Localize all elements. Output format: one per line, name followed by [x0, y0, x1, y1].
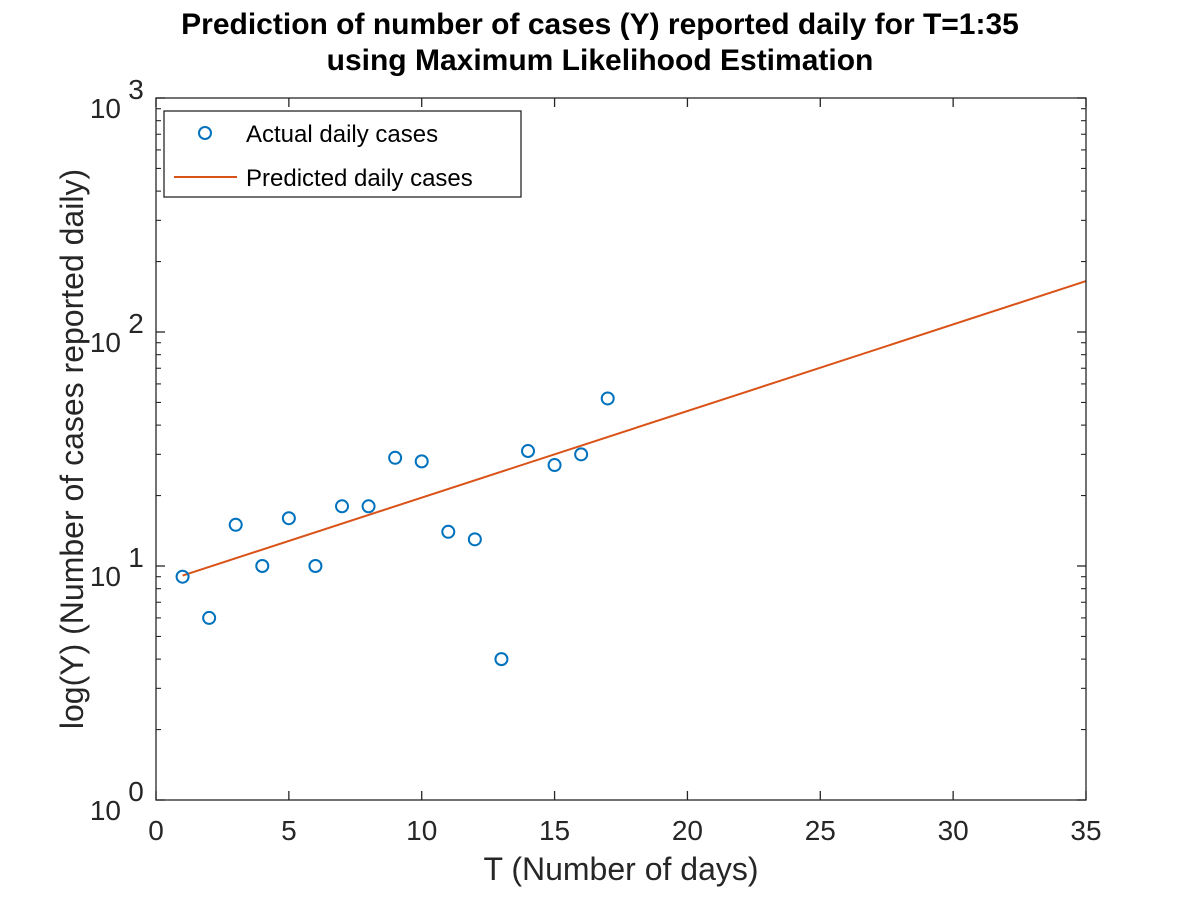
legend-label-actual: Actual daily cases [246, 121, 438, 148]
x-tick-label: 0 [148, 815, 164, 846]
x-tick-label: 25 [805, 815, 836, 846]
y-tick-label-exponent: 3 [128, 74, 144, 105]
legend-marker-actual [198, 126, 212, 140]
actual-case-point [175, 569, 190, 584]
legend-box [163, 110, 522, 198]
actual-case-point [228, 517, 243, 532]
actual-case-point [414, 454, 429, 469]
actual-case-point [521, 444, 535, 459]
x-axis-label: T (Number of days) [483, 851, 758, 887]
legend: Actual daily cases Predicted daily cases [163, 110, 522, 198]
y-tick-label: 10 [90, 561, 121, 592]
actual-case-point [255, 559, 270, 573]
y-tick-label-exponent: 1 [128, 542, 144, 573]
predicted-cases-line [182, 280, 1087, 577]
plot-border [155, 97, 1087, 801]
x-tick-label: 10 [406, 815, 437, 846]
y-axis-label: log(Y) (Number of cases reported daily) [54, 169, 90, 729]
plot-area [156, 98, 1086, 800]
actual-case-point [467, 532, 482, 547]
y-tick-label-exponent: 2 [128, 308, 144, 339]
series-layer [175, 280, 1087, 667]
actual-case-point [281, 511, 296, 526]
actual-case-point [547, 458, 562, 473]
x-tick-label: 30 [938, 815, 969, 846]
y-tick-label: 10 [90, 795, 121, 826]
legend-label-predicted: Predicted daily cases [246, 165, 473, 192]
actual-case-point [441, 524, 456, 539]
chart-title-line-1: Prediction of number of cases (Y) report… [181, 8, 1019, 41]
y-tick-label: 10 [90, 93, 121, 124]
actual-case-point [600, 391, 615, 406]
actual-case-point [202, 610, 217, 625]
x-tick-label: 20 [672, 815, 703, 846]
chart-title-line-2: using Maximum Likelihood Estimation [326, 44, 874, 77]
actual-case-point [335, 499, 349, 514]
actual-case-point [388, 450, 403, 465]
actual-case-point [574, 447, 589, 462]
x-tick-label: 5 [281, 815, 297, 846]
y-tick-label: 10 [90, 327, 121, 358]
actual-case-point [361, 499, 376, 514]
actual-case-point [494, 652, 509, 667]
y-tick-label-exponent: 0 [128, 776, 144, 807]
actual-case-point [308, 559, 323, 573]
x-tick-label: 15 [539, 815, 570, 846]
x-tick-label: 35 [1070, 815, 1101, 846]
